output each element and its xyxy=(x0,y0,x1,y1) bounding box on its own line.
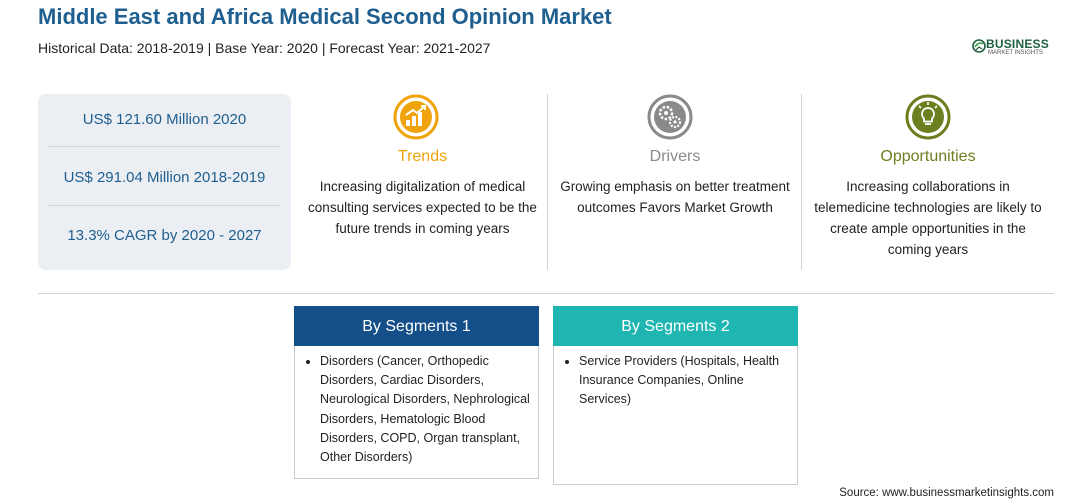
lightbulb-icon xyxy=(905,94,951,140)
brand-logo: BUSINESS MARKET INSIGHTS xyxy=(972,36,1056,58)
trends-text: Increasing digitalization of medical con… xyxy=(308,179,537,236)
segment-1-title: By Segments 1 xyxy=(294,306,539,346)
drivers-heading: Drivers xyxy=(649,148,701,165)
segment-2-title: By Segments 2 xyxy=(553,306,798,346)
logo-wordmark: BUSINESS xyxy=(986,37,1049,51)
growth-chart-icon xyxy=(393,94,439,140)
segment-card-2: By Segments 2 Service Providers (Hospita… xyxy=(553,306,798,485)
stat-divider xyxy=(48,205,281,206)
source-credit: Source: www.businessmarketinsights.com xyxy=(839,487,1054,499)
stat-historical-value: US$ 291.04 Million 2018-2019 xyxy=(63,169,266,186)
segment-2-body: Service Providers (Hospitals, Health Ins… xyxy=(553,346,798,485)
stat-divider xyxy=(48,146,281,147)
column-divider xyxy=(547,94,548,270)
drivers-text: Growing emphasis on better treatment out… xyxy=(560,179,790,215)
segment-2-item: Service Providers (Hospitals, Health Ins… xyxy=(579,352,793,410)
trends-heading: Trends xyxy=(397,148,448,165)
logo-tagline: MARKET INSIGHTS xyxy=(988,50,1043,56)
page-title: Middle East and Africa Medical Second Op… xyxy=(38,4,612,29)
segment-1-body: Disorders (Cancer, Orthopedic Disorders,… xyxy=(294,346,539,479)
segment-card-1: By Segments 1 Disorders (Cancer, Orthope… xyxy=(294,306,539,479)
opportunities-text: Increasing collaborations in telemedicin… xyxy=(814,179,1042,257)
key-stats-panel: US$ 121.60 Million 2020 US$ 291.04 Milli… xyxy=(38,94,291,270)
stat-market-size-2020: US$ 121.60 Million 2020 xyxy=(82,111,247,128)
section-divider xyxy=(38,293,1054,294)
opportunities-heading: Opportunities xyxy=(880,148,976,165)
column-divider xyxy=(801,94,802,270)
gears-icon xyxy=(647,94,693,140)
stat-cagr: 13.3% CAGR by 2020 - 2027 xyxy=(67,227,262,244)
page-subtitle: Historical Data: 2018-2019 | Base Year: … xyxy=(38,40,491,56)
globe-leaf-icon xyxy=(972,39,986,53)
segment-1-item: Disorders (Cancer, Orthopedic Disorders,… xyxy=(320,352,534,467)
